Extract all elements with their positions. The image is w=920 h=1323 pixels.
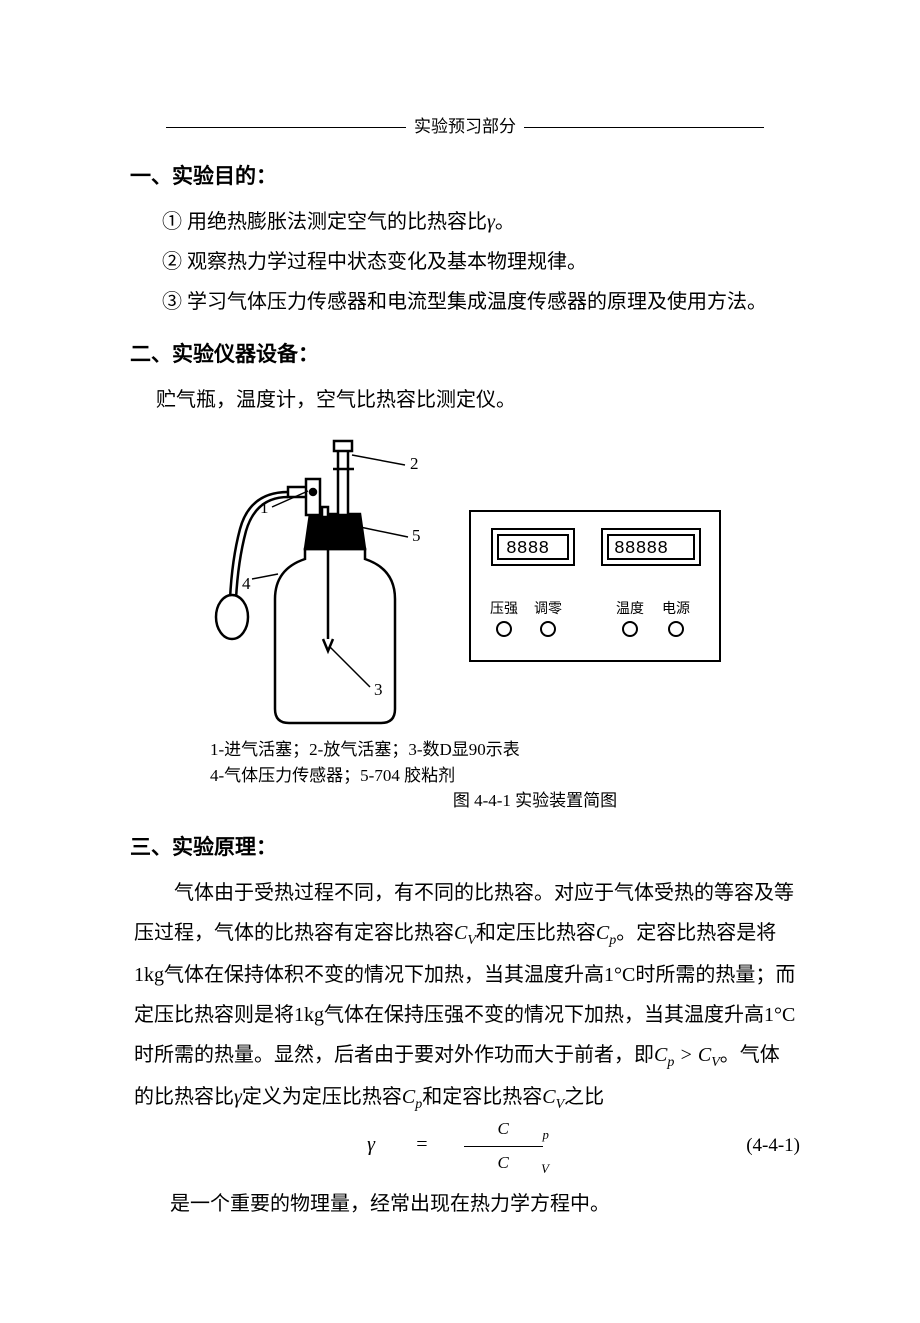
display-2: 88888 [614, 539, 668, 559]
cv2-symbol: CV [542, 1086, 564, 1108]
inequality: Cp > CV [654, 1044, 720, 1066]
page-header: 实验预习部分 [130, 110, 800, 143]
objective-1-text: ① 用绝热膨胀法测定空气的比热容比 [162, 211, 487, 233]
principle-paragraph: 气体由于受热过程不同，有不同的比热容。对应于气体受热的等容及等压过程，气体的比热… [130, 873, 800, 1119]
formula-gamma: γ [367, 1134, 375, 1156]
caption-line-2: 4-气体压力传感器；5-704 胶粘剂 [210, 763, 800, 789]
cp-symbol: Cp [596, 922, 616, 944]
objective-1: ① 用绝热膨胀法测定空气的比热容比γ。 [162, 203, 800, 241]
frac-num-c: C [498, 1119, 509, 1138]
formula-equals: = [415, 1134, 429, 1156]
btn-temp-label: 温度 [616, 601, 644, 617]
section1-heading: 一、实验目的： [130, 157, 800, 197]
figure-leaders: 1 2 5 4 3 [242, 454, 421, 699]
formula-fraction: Cp CV [464, 1113, 543, 1179]
instrument-panel: 8888 88888 压强 调零 温度 电源 [470, 511, 720, 661]
gamma-symbol: γ [487, 211, 495, 233]
para-p5: 定义为定压比热容 [242, 1086, 402, 1108]
btn-pressure-label: 压强 [490, 602, 518, 617]
frac-den-sub: V [541, 1157, 549, 1181]
section3-heading: 三、实验原理： [130, 828, 800, 868]
caption-line-3: 图 4-4-1 实验装置简图 [210, 788, 800, 814]
para-p7: 之比 [564, 1086, 604, 1108]
label-1: 1 [260, 498, 269, 517]
objective-2: ② 观察热力学过程中状态变化及基本物理规律。 [162, 243, 800, 281]
objectives-list: ① 用绝热膨胀法测定空气的比热容比γ。 ② 观察热力学过程中状态变化及基本物理规… [130, 203, 800, 321]
para-p2: 和定压比热容 [476, 922, 596, 944]
btn-zero-label: 调零 [534, 601, 562, 617]
label-5: 5 [412, 526, 421, 545]
gamma-inline: γ [234, 1086, 242, 1108]
cp2-symbol: Cp [402, 1086, 422, 1108]
label-3: 3 [374, 680, 383, 699]
formula-expression: γ = Cp CV [130, 1113, 700, 1179]
header-rule-right [524, 127, 764, 128]
equipment-text: 贮气瓶，温度计，空气比热容比测定仪。 [130, 381, 800, 419]
label-2: 2 [410, 454, 419, 473]
header-rule-left [166, 127, 406, 128]
closing-sentence: 是一个重要的物理量，经常出现在热力学方程中。 [130, 1185, 800, 1223]
frac-den-c: C [498, 1153, 509, 1172]
figure-caption: 1-进气活塞；2-放气活塞；3-数D显90示表 4-气体压力传感器；5-704 … [130, 737, 800, 814]
para-p6: 和定容比热容 [422, 1086, 542, 1108]
formula-label: (4-4-1) [700, 1128, 800, 1164]
apparatus-figure: 1 2 5 4 3 8888 88888 压强 [130, 429, 800, 729]
caption-line-1: 1-进气活塞；2-放气活塞；3-数D显90示表 [210, 737, 800, 763]
objective-3: ③ 学习气体压力传感器和电流型集成温度传感器的原理及使用方法。 [162, 283, 800, 321]
cv-symbol: CV [454, 922, 476, 944]
apparatus-svg: 1 2 5 4 3 8888 88888 压强 [210, 429, 730, 729]
label-4: 4 [242, 574, 251, 593]
objective-1-period: 。 [495, 211, 515, 233]
frac-num-sub: p [542, 1123, 548, 1147]
formula-row: γ = Cp CV (4-4-1) [130, 1113, 800, 1179]
section2-heading: 二、实验仪器设备： [130, 335, 800, 375]
btn-power-label: 电源 [662, 601, 690, 617]
header-title: 实验预习部分 [414, 111, 516, 143]
display-1: 8888 [506, 539, 549, 559]
